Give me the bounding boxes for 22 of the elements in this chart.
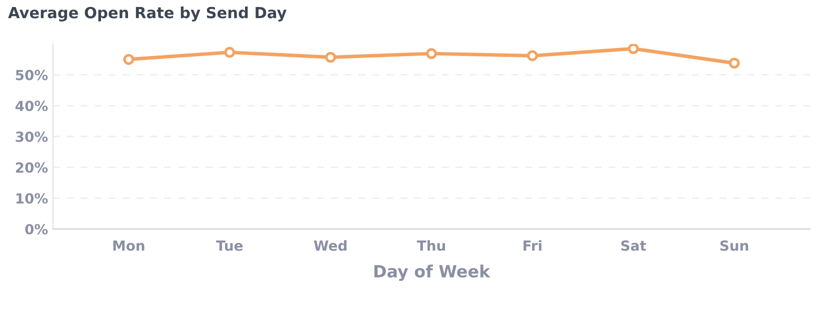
point xyxy=(123,54,134,65)
y-tick-label: 30% xyxy=(16,131,48,142)
point xyxy=(325,52,336,63)
x-axis-title: Day of Week xyxy=(374,264,490,281)
x-tick-label: Thu xyxy=(416,240,445,251)
y-tick-label: 0% xyxy=(25,224,48,234)
x-tick-label: Wed xyxy=(314,240,346,251)
x-tick-label: Fri xyxy=(524,240,542,251)
x-tick-label: Mon xyxy=(113,240,144,251)
chart-title: Average Open Rate by Send Day xyxy=(8,6,286,22)
y-tick-label: 40% xyxy=(16,100,48,112)
point xyxy=(224,46,236,58)
point xyxy=(628,44,639,54)
y-tick-label: 20% xyxy=(16,162,48,173)
x-tick-label: Tue xyxy=(216,240,243,251)
y-tick-label: 10% xyxy=(16,193,48,204)
point xyxy=(527,50,538,62)
point xyxy=(426,48,437,59)
point xyxy=(728,58,740,69)
x-tick-label: Sun xyxy=(720,240,748,251)
y-tick-label: 50% xyxy=(16,70,48,80)
x-tick-label: Sat xyxy=(621,240,646,251)
